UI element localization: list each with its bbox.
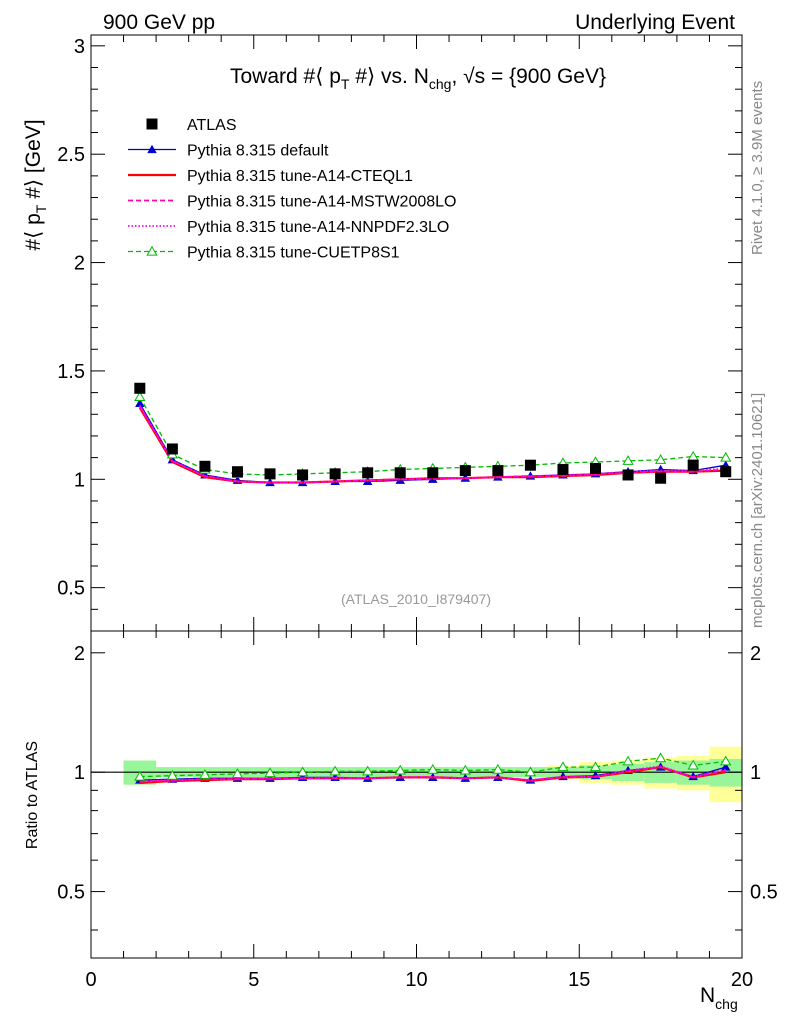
main-point-atlas-12 <box>524 459 536 471</box>
ratio-point-cuetp8s1-2 <box>199 769 211 779</box>
main-point-atlas-4 <box>264 468 276 480</box>
ratio-point-default-18 <box>720 762 731 771</box>
x-tick-label: 10 <box>405 969 427 991</box>
main-point-atlas-2 <box>199 460 211 472</box>
mcplots-label: mcplots.cern.ch [arXiv:2401.10621] <box>749 393 766 628</box>
main-point-atlas-16 <box>655 472 667 484</box>
ratio-ticks: 0.5 0.51 12 20 5 10 15 20 <box>57 631 778 991</box>
ratio-point-cuetp8s1-14 <box>589 761 602 772</box>
energy-label: 900 GeV pp <box>103 11 215 34</box>
main-y-tick-label: 3 <box>74 36 85 58</box>
legend-label-cuetp8s1: Pythia 8.315 tune-CUETP8S1 <box>187 245 400 262</box>
main-point-cuetp8s1-16 <box>655 454 667 464</box>
main-series-line-nnpdf <box>139 405 726 484</box>
main-point-atlas-6 <box>329 468 341 480</box>
legend-label-atlas: ATLAS <box>187 117 237 134</box>
ratio-y-tick-label-left: 1 <box>74 762 85 784</box>
ratio-series <box>134 752 732 784</box>
ratio-point-cuetp8s1-17 <box>687 759 699 770</box>
rivet-label: Rivet 4.1.0, ≥ 3.9M events <box>749 81 766 255</box>
ratio-point-cuetp8s1-3 <box>231 768 244 778</box>
main-y-tick-label: 1 <box>74 469 85 491</box>
ratio-point-cuetp8s1-10 <box>459 764 471 775</box>
analysis-watermark: (ATLAS_2010_I879407) <box>341 591 491 607</box>
main-series <box>134 382 732 487</box>
ratio-series-line-mstw <box>139 766 726 783</box>
legend-label-nnpdf: Pythia 8.315 tune-A14-NNPDF2.3LO <box>187 219 449 236</box>
main-y-axis-label: #⟨ pT #⟩ [GeV] <box>22 119 49 250</box>
ratio-y-tick-label-right: 1 <box>750 762 761 784</box>
main-y-tick-label: 0.5 <box>57 578 85 600</box>
ratio-point-cuetp8s1-9 <box>427 763 439 774</box>
x-tick-label: 15 <box>568 969 590 991</box>
main-point-default-0 <box>135 398 145 407</box>
main-point-atlas-13 <box>557 464 569 476</box>
ratio-y-tick-label-left: 2 <box>74 643 85 665</box>
legend-label-cteql1: Pythia 8.315 tune-A14-CTEQL1 <box>187 168 413 185</box>
main-point-atlas-11 <box>492 465 504 477</box>
ratio-y-tick-label-left: 0.5 <box>57 882 85 904</box>
x-tick-label: 20 <box>731 969 753 991</box>
ratio-point-cuetp8s1-1 <box>166 769 178 780</box>
ratio-y-tick-label-right: 2 <box>750 643 761 665</box>
legend-marker-default <box>147 144 157 154</box>
main-ticks: 0.5 1 1.5 2 2.5 3 <box>57 35 743 631</box>
x-tick-label: 5 <box>248 969 259 991</box>
main-y-tick-label: 2 <box>74 253 85 275</box>
ratio-point-cuetp8s1-12 <box>524 766 537 777</box>
main-point-atlas-17 <box>687 459 699 471</box>
ratio-y-tick-label-right: 0.5 <box>750 882 778 904</box>
legend: ATLAS Pythia 8.315 default Pythia 8.315 tu… <box>128 117 456 262</box>
main-point-atlas-7 <box>362 467 374 479</box>
main-point-atlas-8 <box>394 467 406 479</box>
ratio-point-cuetp8s1-6 <box>329 765 341 776</box>
main-y-tick-label: 1.5 <box>57 361 85 383</box>
main-point-atlas-1 <box>166 443 178 455</box>
ratio-point-cuetp8s1-4 <box>264 767 276 778</box>
main-point-cuetp8s1-17 <box>687 450 699 461</box>
ratio-point-cuetp8s1-13 <box>557 761 569 772</box>
main-point-atlas-9 <box>427 467 439 479</box>
main-point-atlas-0 <box>134 382 146 394</box>
main-point-atlas-15 <box>622 469 634 481</box>
process-label: Underlying Event <box>575 11 735 34</box>
ratio-point-cuetp8s1-15 <box>622 755 634 766</box>
legend-label-mstw: Pythia 8.315 tune-A14-MSTW2008LO <box>187 194 456 211</box>
main-point-atlas-18 <box>720 466 732 478</box>
x-tick-label: 0 <box>85 969 96 991</box>
ratio-point-cuetp8s1-5 <box>296 766 309 777</box>
ratio-point-cuetp8s1-7 <box>362 765 374 776</box>
main-point-atlas-3 <box>231 466 243 478</box>
legend-label-default: Pythia 8.315 default <box>187 143 329 160</box>
ratio-y-axis-label: Ratio to ATLAS <box>24 741 41 849</box>
legend-marker-atlas <box>146 118 158 130</box>
ratio-point-cuetp8s1-16 <box>655 752 667 763</box>
legend-marker-cuetp8s1 <box>146 245 158 256</box>
main-point-cuetp8s1-15 <box>622 455 634 465</box>
ratio-frame <box>90 630 743 959</box>
main-point-atlas-14 <box>590 462 602 474</box>
main-title: Toward #⟨ pT #⟩ vs. Nchg, √s = {900 GeV} <box>230 65 606 92</box>
main-point-atlas-10 <box>459 465 471 477</box>
main-point-cuetp8s1-0 <box>134 391 146 401</box>
ratio-point-cuetp8s1-11 <box>492 763 504 774</box>
main-point-atlas-5 <box>297 469 309 481</box>
main-point-cuetp8s1-18 <box>720 451 732 462</box>
main-y-tick-label: 2.5 <box>57 144 85 166</box>
ratio-point-cuetp8s1-8 <box>394 764 406 775</box>
ratio-point-cuetp8s1-18 <box>720 755 732 766</box>
ratio-point-cuetp8s1-0 <box>134 770 146 781</box>
